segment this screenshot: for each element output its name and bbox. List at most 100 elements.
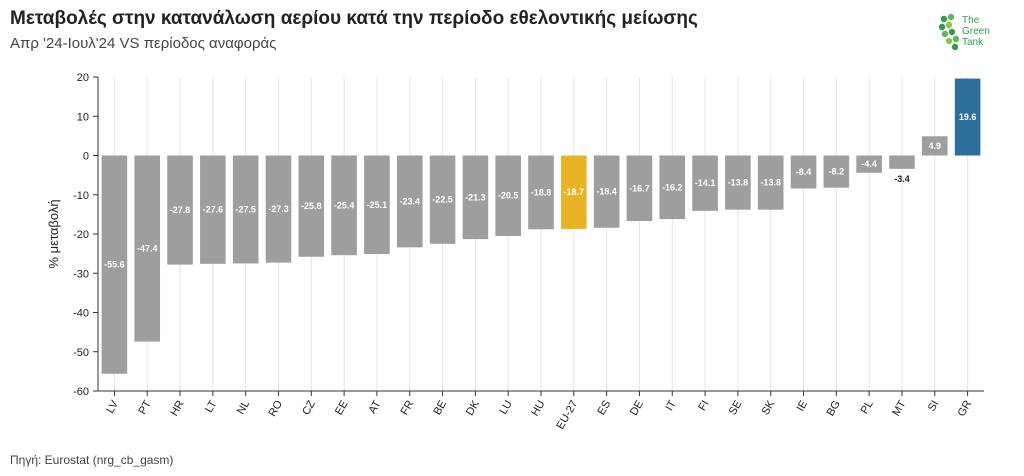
x-tick-label: LU (497, 398, 514, 416)
data-label: -27.6 (203, 205, 224, 215)
y-tick-label: -10 (73, 190, 89, 202)
x-tick-label: BE (431, 399, 449, 418)
data-label: -22.5 (432, 195, 453, 205)
data-label: -8.2 (829, 167, 845, 177)
x-tick-label: DK (464, 398, 482, 418)
bar-be (429, 155, 456, 244)
data-label: 19.6 (959, 112, 977, 122)
data-label: -25.8 (301, 201, 322, 211)
data-label: -18.7 (564, 187, 585, 197)
bar-cz (298, 155, 325, 257)
bar-de (626, 155, 653, 222)
x-tick-label: IE (795, 399, 811, 414)
data-label: -13.8 (760, 178, 781, 188)
logo-text-1: The (962, 15, 980, 26)
data-label: -25.1 (367, 200, 388, 210)
bar-lv (101, 155, 128, 374)
x-tick-label: PL (859, 399, 876, 417)
bar-se (725, 155, 751, 210)
bar-eu-27 (561, 155, 587, 229)
x-tick-label: FI (696, 399, 711, 413)
x-tick-label: BG (825, 399, 843, 419)
data-label: -8.4 (796, 167, 812, 177)
data-label: -23.4 (399, 196, 420, 206)
chart-title: Μεταβολές στην κατανάλωση αερίου κατά τη… (10, 8, 698, 29)
data-label: -4.4 (861, 159, 877, 169)
y-axis-title: % μεταβολή (46, 199, 61, 268)
data-label: -14.1 (695, 178, 716, 188)
x-tick-label: PT (136, 398, 154, 416)
x-tick-label: RO (266, 398, 285, 419)
data-label: -25.4 (334, 200, 355, 210)
x-tick-label: GR (956, 398, 975, 418)
bar-hu (528, 155, 554, 230)
data-label: -27.8 (170, 205, 191, 215)
x-tick-label: HU (529, 398, 547, 418)
data-label: -55.6 (104, 260, 125, 270)
bar-gr (954, 78, 981, 156)
y-tick-label: -30 (73, 268, 89, 280)
bar-at (364, 155, 390, 255)
x-tick-label: SI (926, 399, 942, 414)
x-tick-label: DE (628, 399, 646, 418)
x-tick-label: LV (104, 398, 121, 416)
data-label: -21.3 (465, 192, 486, 202)
bar-pl (856, 155, 882, 173)
data-label: -3.4 (894, 174, 910, 184)
data-label: -27.3 (268, 204, 289, 214)
logo-text-3: Tank (962, 37, 984, 48)
logo-leaf-icon (938, 13, 960, 51)
bar-fi (692, 155, 718, 211)
x-tick-label: HR (168, 398, 186, 418)
y-tick-label: 10 (77, 111, 89, 123)
bar-ee (331, 155, 357, 256)
y-tick-label: 0 (83, 151, 89, 163)
bar-si (921, 136, 948, 156)
x-tick-label: NL (235, 399, 252, 417)
y-tick-label: 20 (77, 72, 89, 84)
logo-text-2: Green (962, 26, 990, 37)
data-label: -18.4 (596, 187, 617, 197)
x-tick-label: ES (595, 399, 613, 418)
data-label: -16.2 (662, 182, 683, 192)
data-label: -18.8 (531, 187, 552, 197)
x-tick-label: IT (664, 398, 679, 413)
x-tick-label: SK (760, 398, 778, 417)
data-label: -16.7 (629, 183, 650, 193)
bar-hr (167, 155, 193, 265)
green-tank-logo: The Green Tank (938, 13, 990, 51)
chart-subtitle: Απρ '24-Ιουλ'24 VS περίοδος αναφοράς (10, 35, 277, 52)
bar-it (659, 155, 686, 220)
data-label: -27.5 (235, 204, 256, 214)
bar-ie (790, 155, 817, 189)
bar-ro (265, 155, 292, 263)
bar-lt (200, 155, 226, 264)
bar-es (593, 155, 620, 228)
bar-dk (462, 155, 489, 240)
x-tick-label: SE (727, 399, 745, 418)
x-tick-label: MT (890, 398, 908, 418)
x-tick-label: LT (203, 398, 220, 415)
bar-fr (396, 155, 423, 248)
x-tick-label: EE (333, 399, 351, 418)
bar-lu (495, 155, 521, 236)
x-tick-label: CZ (300, 398, 318, 417)
source-note: Πηγή: Eurostat (nrg_cb_gasm) (10, 453, 174, 467)
y-tick-label: -20 (73, 229, 89, 241)
bar-mt (889, 155, 915, 169)
data-label: -20.5 (498, 191, 519, 201)
x-tick-label: AT (367, 398, 384, 416)
data-label: -13.8 (728, 178, 749, 188)
y-tick-label: -40 (73, 308, 89, 320)
bar-pt (134, 155, 161, 342)
x-tick-label: EU-27 (554, 399, 580, 432)
bar-nl (232, 155, 259, 264)
bar-bg (823, 155, 850, 188)
data-label: -47.4 (137, 244, 158, 254)
bar-sk (757, 155, 784, 210)
y-tick-label: -50 (73, 347, 89, 359)
x-tick-label: FR (399, 398, 417, 417)
data-label: 4.9 (929, 141, 942, 151)
y-tick-label: -60 (73, 386, 89, 398)
